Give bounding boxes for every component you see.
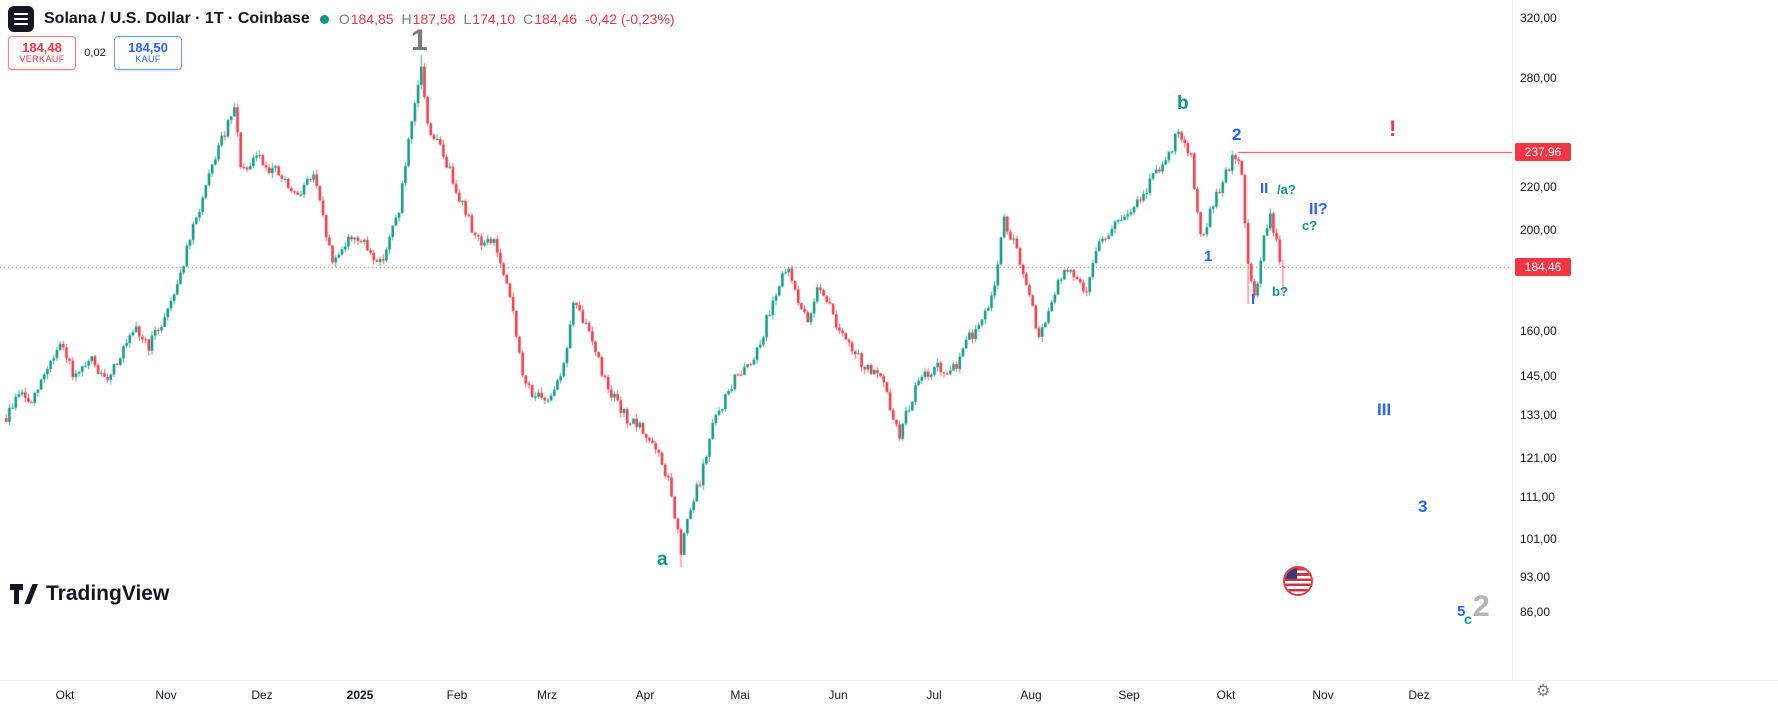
time-axis[interactable]: Okt Nov Dez 2025 Feb Mrz Apr Mai Jun Jul Aug Sep Okt… [0,680,1778,709]
time-axis-label: Jun [828,688,848,702]
price-badge: 237,96 [1515,142,1571,161]
time-axis-label: Feb [446,688,468,702]
close-value: 184,46 [534,11,578,27]
open-value: 184,85 [350,11,394,27]
price-axis-label: 121,00 [1520,450,1557,465]
time-axis-label: Okt [1216,688,1236,702]
menu-icon[interactable] [8,6,34,32]
price-axis[interactable]: 320,00 280,00 220,00 200,00 160,00 145,00 133,… [1512,0,1778,680]
time-axis-label: Dez [1408,688,1430,702]
price-axis-label: 320,00 [1520,11,1557,25]
high-label: H [401,11,412,27]
chart-legend: Solana / U.S. Dollar · 1T · Coinbase O 18… [8,6,675,32]
watermark-text: TradingView [46,582,170,605]
time-axis-label: Apr [635,688,655,702]
time-axis-label: Mai [730,688,750,702]
symbol-title[interactable]: Solana / U.S. Dollar · 1T · Coinbase [44,10,310,27]
flag-canton [1285,568,1297,579]
low-value: 174,10 [472,11,516,27]
price-axis-label: 133,00 [1520,407,1557,422]
time-axis-label: Dez [251,688,273,702]
ohlc-values: O 184,85 H 187,58 L 174,10 C 184,46 -0,42 (-… [339,11,675,27]
price-axis-label: 160,00 [1520,324,1557,339]
time-axis-label: Nov [155,688,177,702]
high-value: 187,58 [412,11,456,27]
open-label: O [338,11,350,27]
time-axis-label: Aug [1020,688,1042,702]
tradingview-watermark: TradingView [10,582,169,606]
low-label: L [463,11,472,27]
order-widget: 184,48 VERKAUF 0,02 184,50 KAUF [8,36,182,70]
buy-button[interactable]: 184,50 KAUF [114,36,182,70]
time-axis-label: Okt [55,688,75,702]
price-axis-label: 86,00 [1520,605,1551,619]
buy-price: 184,50 [128,39,168,55]
price-axis-label: 101,00 [1520,532,1557,547]
tradingview-logo-icon [10,584,38,604]
us-flag-event-icon[interactable] [1283,566,1313,596]
time-axis-label: Mrz [537,688,557,702]
candlestick-chart[interactable] [0,0,1512,680]
price-axis-label: 93,00 [1520,569,1551,584]
spread-value: 0,02 [84,47,106,59]
price-axis-label: 200,00 [1520,223,1557,238]
sell-button[interactable]: 184,48 VERKAUF [8,36,76,70]
price-axis-label: 111,00 [1520,489,1555,504]
time-axis-label: 2025 [346,688,374,702]
close-label: C [523,11,534,27]
time-axis-label: Nov [1312,688,1334,702]
price-badge: 184,46 [1515,258,1571,277]
time-axis-label: Jul [926,688,942,702]
price-axis-label: 145,00 [1520,368,1557,383]
market-status-dot [319,14,329,24]
buy-label: KAUF [135,54,161,65]
change-value: -0,42 (-0,23%) [585,11,675,27]
time-axis-label: Sep [1118,688,1140,702]
sell-label: VERKAUF [19,54,65,65]
gear-icon[interactable]: ⚙ [1536,683,1551,700]
sell-price: 184,48 [22,39,62,55]
price-axis-label: 280,00 [1520,71,1557,86]
price-axis-label: 220,00 [1520,180,1557,195]
